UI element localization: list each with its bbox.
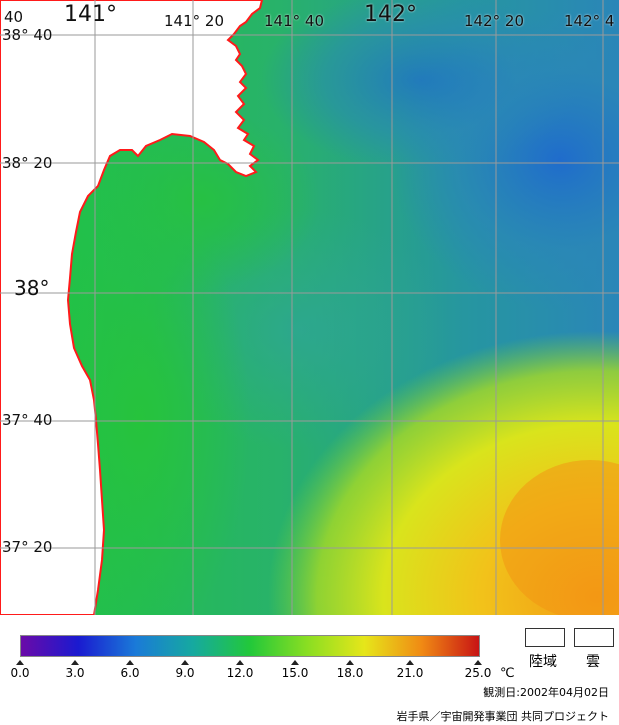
colorbar-tick-label: 3.0 [65, 666, 85, 680]
observation-date: 観測日:2002年04月02日 [483, 686, 609, 699]
colorbar-tick-mark [16, 660, 24, 665]
colorbar-tick-label: 21.0 [396, 666, 424, 680]
cloud-key-label: 雲 [586, 654, 600, 670]
temperature-map-canvas [0, 0, 619, 615]
colorbar-tick-mark [236, 660, 244, 665]
legend: 0.0 3.0 6.0 9.0 12.0 15.0 18.0 21.0 25.0 ℃ 陸域 雲 … [0, 615, 619, 725]
credit-text: 岩手県／宇宙開発事業団 共同プロジェクト [396, 710, 610, 723]
land-key-swatch [525, 628, 565, 647]
colorbar-tick-label: 12.0 [226, 666, 254, 680]
cold-water-patch [260, 0, 580, 170]
sea-surface-temperature-map: 40 141° 141° 20 141° 40 142° 142° 20 142° 4 38°… [0, 0, 619, 615]
colorbar-tick-label: 9.0 [175, 666, 195, 680]
colorbar-tick-label: 6.0 [120, 666, 140, 680]
colorbar-tick-label: 0.0 [10, 666, 30, 680]
colorbar-tick-mark [126, 660, 134, 665]
warm-water-core [500, 460, 619, 615]
colorbar-tick-mark [346, 660, 354, 665]
graticule [0, 0, 619, 615]
colorbar-tick-mark [71, 660, 79, 665]
colorbar-tick-label: 18.0 [336, 666, 364, 680]
colorbar-tick-label: 25.0 [464, 666, 492, 680]
land-area [0, 0, 264, 615]
land-key-label: 陸域 [529, 654, 557, 670]
colorbar-tick-mark [181, 660, 189, 665]
colorbar-tick-label: 15.0 [281, 666, 309, 680]
cloud-key-swatch [574, 628, 614, 647]
colorbar-tick-mark [406, 660, 414, 665]
unit-label: ℃ [500, 666, 515, 681]
colorbar-tick-mark [474, 660, 482, 665]
colorbar-tick-mark [291, 660, 299, 665]
temperature-colorbar [20, 635, 480, 657]
